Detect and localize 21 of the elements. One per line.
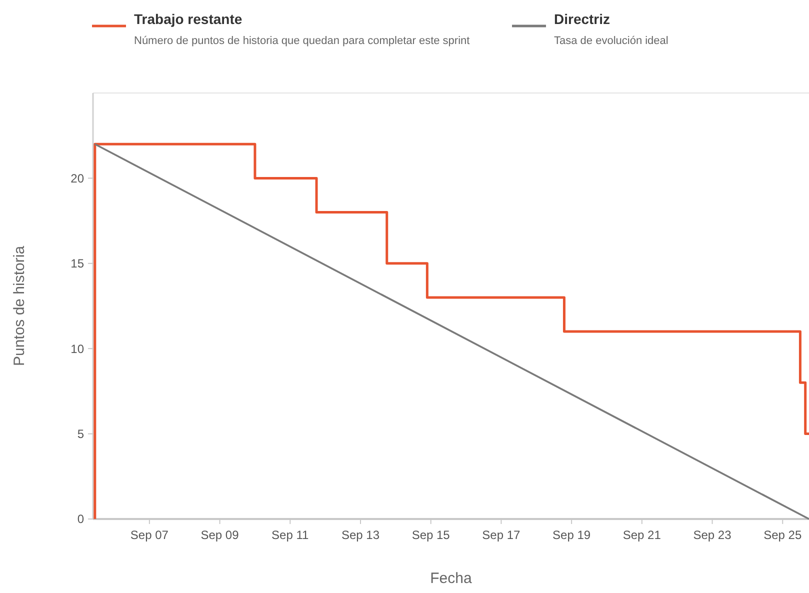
legend-label: Trabajo restante: [134, 11, 242, 27]
y-tick-label: 0: [77, 512, 84, 526]
y-tick-label: 20: [70, 171, 84, 186]
x-tick-label: Sep 25: [764, 528, 802, 542]
y-tick-label: 5: [77, 427, 84, 441]
x-axis-title: Fecha: [430, 570, 472, 587]
legend-label: Directriz: [554, 11, 610, 27]
x-tick-label: Sep 09: [200, 528, 240, 542]
x-tick-label: Sep 11: [272, 528, 310, 542]
x-tick-label: Sep 23: [693, 528, 732, 542]
x-tick-label: Sep 17: [482, 528, 521, 542]
x-tick-label: Sep 19: [552, 528, 591, 542]
y-tick-label: 10: [70, 342, 84, 356]
x-tick-label: Sep 07: [130, 528, 169, 542]
x-tick-label: Sep 13: [341, 528, 380, 542]
x-tick-label: Sep 21: [622, 528, 662, 542]
y-tick-label: 15: [70, 256, 84, 271]
x-tick-label: Sep 15: [412, 528, 450, 542]
text: Tasa de evolución ideal: [554, 35, 668, 47]
y-axis-title: Puntos de historia: [11, 245, 28, 366]
text: Número de puntos de historia que quedan para completar este sprint: [134, 35, 470, 47]
